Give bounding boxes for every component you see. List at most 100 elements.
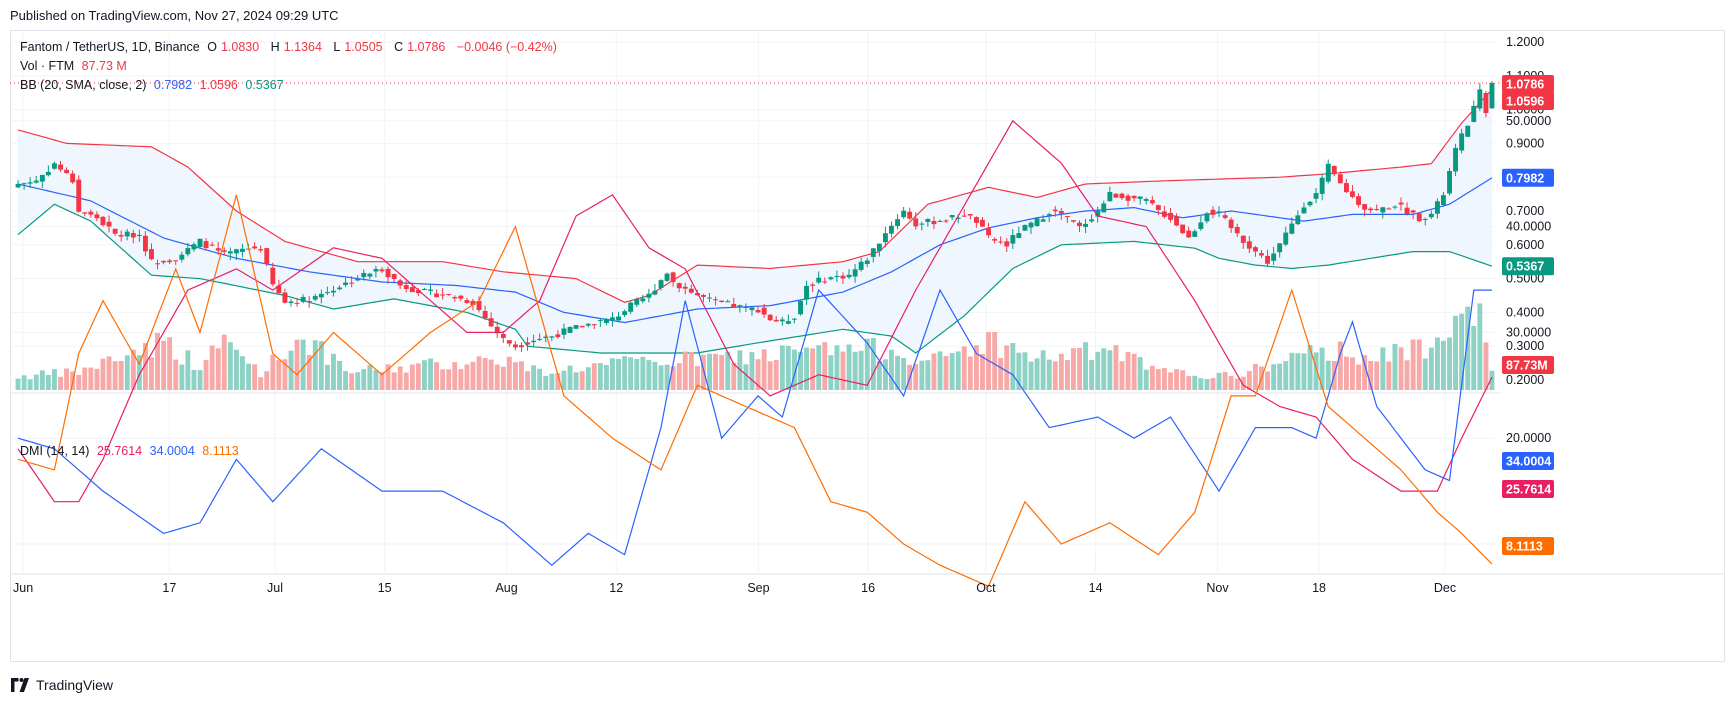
- candle-body[interactable]: [1428, 213, 1434, 218]
- candle-body[interactable]: [634, 299, 640, 305]
- candle-body[interactable]: [1107, 192, 1113, 202]
- volume-bar[interactable]: [149, 357, 154, 391]
- candle-body[interactable]: [761, 307, 767, 315]
- candle-body[interactable]: [403, 285, 409, 289]
- candle-body[interactable]: [1010, 235, 1016, 244]
- volume-bar[interactable]: [1441, 340, 1446, 390]
- volume-bar[interactable]: [688, 352, 694, 390]
- candle-body[interactable]: [646, 293, 652, 298]
- volume-bar[interactable]: [1028, 361, 1034, 390]
- candle-body[interactable]: [579, 325, 585, 328]
- volume-bar[interactable]: [949, 353, 955, 390]
- candle-body[interactable]: [1240, 235, 1246, 243]
- volume-bar[interactable]: [403, 372, 409, 391]
- candle-body[interactable]: [937, 221, 943, 222]
- bb-basis-badge[interactable]: 0.7982: [1502, 168, 1554, 187]
- bb-upper-badge[interactable]: 1.0596: [1502, 92, 1554, 110]
- volume-bar[interactable]: [1016, 352, 1022, 390]
- candle-body[interactable]: [494, 326, 500, 334]
- candle-body[interactable]: [719, 300, 725, 302]
- volume-bar[interactable]: [143, 343, 148, 390]
- volume-bar[interactable]: [1398, 347, 1404, 390]
- candle-body[interactable]: [931, 221, 937, 225]
- volume-bar[interactable]: [573, 372, 579, 390]
- volume-bar[interactable]: [531, 365, 537, 390]
- volume-bar[interactable]: [1216, 372, 1222, 390]
- candle-body[interactable]: [895, 219, 900, 226]
- candle-body[interactable]: [385, 269, 391, 278]
- candle-body[interactable]: [415, 290, 421, 294]
- volume-bar[interactable]: [937, 351, 943, 390]
- volume-bar[interactable]: [167, 337, 173, 390]
- volume-bar[interactable]: [543, 375, 549, 390]
- volume-bar[interactable]: [755, 359, 761, 390]
- volume-bar[interactable]: [106, 356, 112, 390]
- volume-bar[interactable]: [822, 342, 828, 390]
- volume-bar[interactable]: [1119, 361, 1125, 390]
- candle-body[interactable]: [482, 311, 488, 319]
- volume-bar[interactable]: [1428, 347, 1434, 390]
- volume-bar[interactable]: [312, 340, 318, 390]
- volume-bar[interactable]: [227, 342, 233, 390]
- candle-body[interactable]: [197, 238, 203, 247]
- volume-bar[interactable]: [1065, 360, 1070, 390]
- candle-body[interactable]: [1277, 243, 1283, 253]
- candle-body[interactable]: [652, 290, 658, 295]
- volume-bar[interactable]: [646, 360, 652, 390]
- volume-bar[interactable]: [743, 364, 749, 390]
- candle-body[interactable]: [889, 225, 894, 234]
- volume-bar[interactable]: [1325, 360, 1331, 390]
- volume-bar[interactable]: [136, 355, 142, 390]
- volume-bar[interactable]: [749, 352, 755, 390]
- volume-bar[interactable]: [1168, 372, 1173, 390]
- volume-bar[interactable]: [1307, 345, 1313, 390]
- candle-body[interactable]: [88, 211, 94, 215]
- volume-bar[interactable]: [555, 373, 561, 390]
- volume-bar[interactable]: [804, 347, 809, 390]
- candle-body[interactable]: [1149, 200, 1155, 204]
- bb-lower-line[interactable]: [17, 203, 1493, 354]
- volume-bar[interactable]: [840, 351, 846, 391]
- dmi-di-line[interactable]: [17, 288, 1492, 566]
- volume-bar[interactable]: [1101, 348, 1107, 390]
- candle-body[interactable]: [1416, 213, 1422, 222]
- candle-body[interactable]: [300, 297, 306, 302]
- candle-body[interactable]: [258, 249, 264, 251]
- volume-bar[interactable]: [1465, 306, 1471, 390]
- volume-bar[interactable]: [1022, 352, 1028, 390]
- volume-bar[interactable]: [1447, 337, 1452, 391]
- bb-lower-badge[interactable]: 0.5367: [1502, 257, 1554, 276]
- candle-body[interactable]: [100, 216, 106, 226]
- candle-body[interactable]: [440, 294, 446, 296]
- volume-bar[interactable]: [955, 351, 961, 390]
- candle-body[interactable]: [961, 215, 967, 217]
- candle-body[interactable]: [391, 274, 397, 279]
- candle-body[interactable]: [622, 311, 628, 315]
- volume-bar[interactable]: [1265, 371, 1270, 391]
- candle-body[interactable]: [573, 325, 579, 329]
- candle-body[interactable]: [1422, 219, 1428, 220]
- volume-bar[interactable]: [1435, 337, 1440, 391]
- volume-bar[interactable]: [1283, 361, 1289, 390]
- price-axis[interactable]: 0.20000.30000.40000.50000.60000.70000.80…: [1506, 35, 1551, 551]
- candle-body[interactable]: [167, 260, 173, 263]
- candle-body[interactable]: [992, 239, 998, 241]
- candle-body[interactable]: [500, 334, 506, 338]
- volume-bar[interactable]: [974, 345, 979, 390]
- candle-body[interactable]: [543, 336, 549, 338]
- volume-bar[interactable]: [1143, 369, 1149, 390]
- volume-bar[interactable]: [967, 356, 973, 391]
- volume-bar[interactable]: [537, 368, 543, 390]
- candle-body[interactable]: [1168, 212, 1173, 220]
- candle-body[interactable]: [834, 276, 840, 278]
- candle-body[interactable]: [422, 289, 427, 290]
- volume-bar[interactable]: [15, 378, 21, 390]
- volume-bar[interactable]: [895, 355, 900, 390]
- volume-bar[interactable]: [1210, 378, 1216, 390]
- volume-bar[interactable]: [1471, 325, 1477, 390]
- candle-body[interactable]: [1271, 253, 1277, 261]
- volume-bar[interactable]: [998, 358, 1004, 390]
- candle-body[interactable]: [506, 340, 512, 344]
- candle-body[interactable]: [1483, 93, 1489, 113]
- candle-body[interactable]: [555, 334, 561, 338]
